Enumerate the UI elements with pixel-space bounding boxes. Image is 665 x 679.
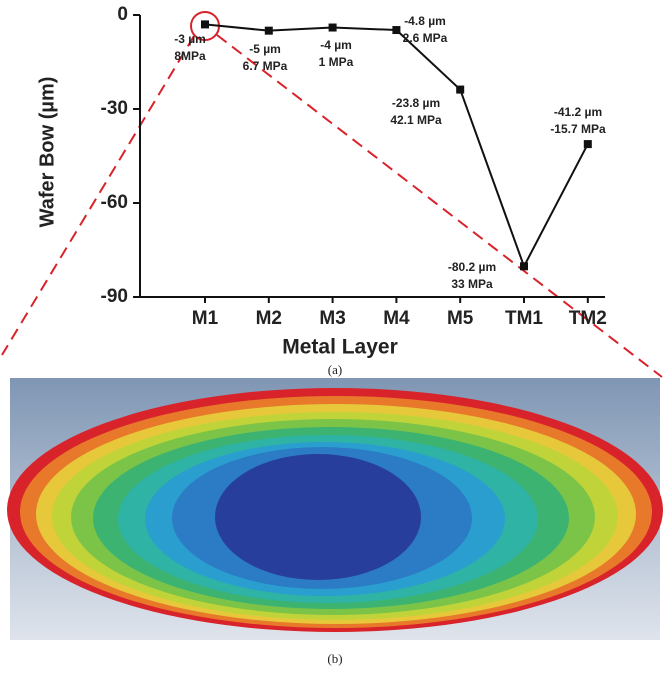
stress-label: 6.7 MPa (243, 59, 288, 73)
x-tick-label: M4 (383, 308, 410, 329)
data-point (201, 20, 209, 28)
value-label: -23.8 µm (392, 96, 440, 110)
data-point (520, 262, 528, 270)
data-point (392, 26, 400, 34)
y-tick-label: -30 (101, 98, 128, 119)
x-tick-label: M3 (319, 308, 345, 329)
value-label: -4 µm (320, 38, 352, 52)
y-tick-label: -90 (101, 286, 128, 307)
stress-label: -15.7 MPa (550, 122, 606, 136)
x-tick-label: TM2 (569, 308, 607, 329)
x-tick-label: M2 (256, 308, 282, 329)
stress-label: 8MPa (174, 49, 206, 63)
stress-label: 2.6 MPa (403, 31, 448, 45)
value-label: -4.8 µm (404, 14, 446, 28)
value-label: -5 µm (249, 42, 281, 56)
y-tick-label: 0 (117, 4, 128, 25)
value-label: -3 µm (174, 32, 206, 46)
stress-label: 1 MPa (319, 55, 354, 69)
y-axis-title: Wafer Bow (µm) (36, 77, 58, 228)
contour-image (7, 378, 663, 640)
figure: (a) (b) Metal Layer Wafer Bow (µm) 0 -30 -… (0, 0, 665, 679)
data-point (329, 24, 337, 32)
x-axis-title: Metal Layer (282, 336, 398, 359)
stress-label: 33 MPa (451, 277, 493, 291)
x-tick-label: TM1 (505, 308, 543, 329)
stress-label: 42.1 MPa (390, 113, 442, 127)
caption: (a) (328, 362, 342, 377)
x-tick-label: M1 (192, 308, 219, 329)
data-point (584, 140, 592, 148)
data-point (456, 86, 464, 94)
x-tick-label: M5 (447, 308, 474, 329)
y-tick-label: -60 (101, 192, 128, 213)
caption: (b) (327, 651, 342, 666)
value-label: -80.2 µm (448, 260, 496, 274)
value-label: -41.2 µm (554, 105, 602, 119)
data-point (265, 27, 273, 35)
